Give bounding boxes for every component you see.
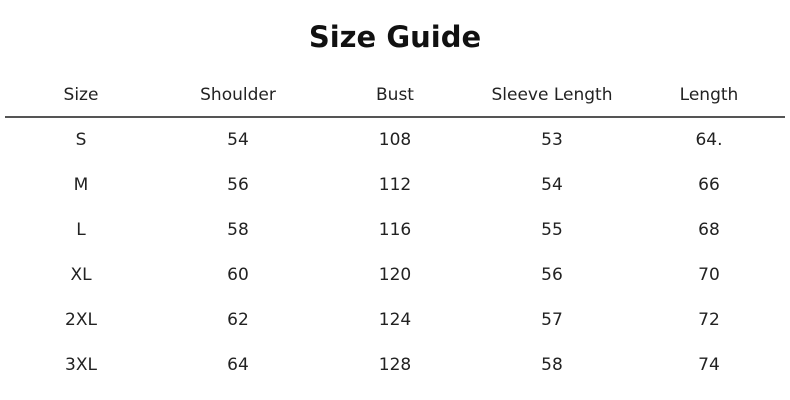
column-header: Sleeve Length xyxy=(491,85,613,105)
header-divider xyxy=(5,116,785,118)
table-cell: 128 xyxy=(378,355,412,375)
table-cell: M xyxy=(73,175,89,195)
table-cell: 108 xyxy=(378,130,412,150)
table-cell: 120 xyxy=(378,265,412,285)
table-cell: 2XL xyxy=(65,310,97,330)
table-row: XL 60 120 56 70 xyxy=(0,263,790,287)
table-cell: 56 xyxy=(227,175,249,195)
table-cell: 74 xyxy=(698,355,720,375)
table-cell: 3XL xyxy=(65,355,97,375)
table-cell: S xyxy=(75,130,87,150)
table-cell: 56 xyxy=(541,265,563,285)
column-header: Shoulder xyxy=(200,85,276,105)
table-cell: L xyxy=(76,220,86,240)
table-cell: 64 xyxy=(227,355,249,375)
table-cell: 62 xyxy=(227,310,249,330)
table-cell: 112 xyxy=(378,175,412,195)
table-cell: 58 xyxy=(227,220,249,240)
table-cell: 54 xyxy=(227,130,249,150)
table-cell: 60 xyxy=(227,265,249,285)
table-cell: 72 xyxy=(698,310,720,330)
table-cell: 66 xyxy=(698,175,720,195)
column-header: Size xyxy=(63,85,99,105)
table-cell: 116 xyxy=(378,220,412,240)
table-cell: 57 xyxy=(541,310,563,330)
table-row: 3XL 64 128 58 74 xyxy=(0,353,790,377)
table-cell: 64. xyxy=(695,130,723,150)
column-header: Bust xyxy=(376,85,414,105)
table-cell: 53 xyxy=(541,130,563,150)
table-cell: 70 xyxy=(698,265,720,285)
table-cell: 55 xyxy=(541,220,563,240)
table-row: S 54 108 53 64. xyxy=(0,128,790,152)
column-header: Length xyxy=(679,85,739,105)
table-cell: XL xyxy=(70,265,92,285)
table-cell: 68 xyxy=(698,220,720,240)
table-cell: 54 xyxy=(541,175,563,195)
table-cell: 124 xyxy=(378,310,412,330)
table-row: M 56 112 54 66 xyxy=(0,173,790,197)
table-cell: 58 xyxy=(541,355,563,375)
page-title: Size Guide xyxy=(308,20,482,54)
table-row: 2XL 62 124 57 72 xyxy=(0,308,790,332)
header-row: Size Shoulder Bust Sleeve Length Length xyxy=(0,83,790,107)
table-row: L 58 116 55 68 xyxy=(0,218,790,242)
